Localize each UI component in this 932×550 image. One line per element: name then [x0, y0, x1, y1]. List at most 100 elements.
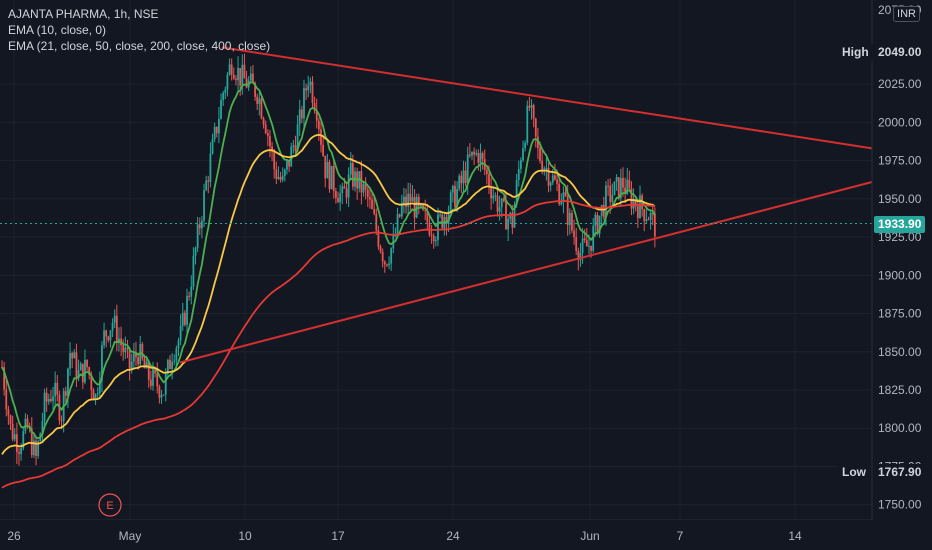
time-tick-label: 17 — [331, 529, 345, 543]
candle-body — [617, 177, 620, 199]
trendline-support — [179, 181, 873, 364]
candle-body — [124, 347, 127, 353]
candle-body — [647, 219, 650, 221]
candle-body — [649, 213, 652, 220]
candle-body — [634, 199, 637, 207]
candle-body — [409, 193, 412, 202]
candle-body — [252, 73, 254, 83]
candle-body — [464, 170, 467, 184]
candle-body — [532, 105, 535, 119]
candle-body — [430, 234, 433, 236]
candle-body — [522, 148, 524, 161]
candle-body — [513, 204, 516, 228]
candle-body — [500, 198, 503, 208]
candle-body — [328, 161, 331, 190]
candle-body — [424, 209, 427, 211]
candle-body — [186, 295, 188, 325]
candle-body — [462, 170, 465, 184]
currency-selector[interactable]: INR — [893, 6, 920, 22]
candle-body — [456, 188, 458, 207]
candle-body — [315, 110, 318, 121]
candle-body — [564, 192, 567, 197]
earnings-label: E — [106, 500, 113, 512]
candle-body — [177, 340, 180, 349]
candle-body — [81, 363, 84, 383]
price-tick-label: 1900.00 — [878, 268, 922, 282]
earnings-marker[interactable]: E — [98, 493, 122, 517]
candle-body — [515, 180, 518, 205]
candle-body — [254, 82, 256, 97]
candle-body — [403, 196, 405, 203]
candle-body — [437, 214, 439, 240]
candle-body — [447, 210, 450, 224]
candle-body — [145, 362, 148, 369]
candle-body — [67, 368, 69, 396]
candle-body — [309, 81, 312, 86]
candle-body — [86, 359, 88, 368]
candle-body — [77, 370, 80, 379]
candle-body — [653, 213, 656, 237]
candle-body — [156, 373, 159, 387]
candle-body — [241, 64, 244, 86]
candle-body — [277, 176, 280, 179]
candle-body — [183, 312, 186, 325]
candle-body — [111, 322, 114, 331]
candle-body — [50, 399, 52, 402]
candle-body — [15, 434, 18, 453]
candle-body — [530, 105, 533, 108]
candle-body — [498, 207, 501, 212]
candle-body — [256, 96, 259, 104]
time-tick-label: 10 — [238, 529, 252, 543]
candle-body — [602, 204, 605, 218]
symbol-title[interactable]: AJANTA PHARMA, 1h, NSE — [8, 7, 159, 21]
candle-body — [122, 345, 125, 353]
candle-body — [9, 415, 12, 424]
candle-body — [179, 325, 182, 341]
ema-fast-indicator[interactable]: EMA (10, close, 0) — [8, 23, 107, 37]
ema-multi-indicator[interactable]: EMA (21, close, 50, close, 200, close, 4… — [8, 39, 271, 53]
high-label: High — [838, 44, 873, 61]
candle-body — [413, 196, 416, 218]
candle-body — [562, 192, 565, 202]
candle-body — [388, 263, 390, 266]
candle-body — [375, 213, 378, 231]
candle-body — [307, 85, 310, 91]
candle-body — [98, 380, 101, 394]
candle-body — [594, 214, 597, 226]
candle-body — [166, 359, 169, 374]
candle-body — [47, 399, 50, 402]
candle-body — [94, 394, 97, 401]
candle-body — [215, 126, 218, 134]
candle-body — [339, 193, 342, 203]
candle-body — [235, 78, 237, 81]
price-tick-label: 1975.00 — [878, 154, 922, 168]
candle-body — [154, 369, 157, 374]
candle-body — [379, 246, 382, 252]
candle-body — [18, 452, 20, 454]
candle-body — [534, 118, 537, 137]
candle-body — [294, 145, 297, 151]
candle-body — [75, 352, 78, 379]
candle-body — [507, 218, 510, 230]
candle-body — [13, 434, 16, 440]
candle-body — [615, 177, 618, 182]
candle-body — [245, 78, 248, 88]
candle-body — [524, 143, 527, 149]
candle-body — [573, 230, 575, 238]
candle-body — [230, 64, 233, 75]
candle-body — [477, 152, 480, 163]
high-value: 2049.00 — [874, 44, 926, 61]
candle-body — [30, 428, 33, 456]
candle-body — [222, 92, 225, 101]
candle-body — [386, 264, 388, 266]
candle-body — [568, 212, 571, 226]
candle-body — [228, 64, 231, 75]
last-price-tag: 1933.90 — [874, 216, 926, 233]
candle-body — [317, 120, 320, 130]
candle-body — [275, 169, 278, 179]
candle-body — [369, 197, 371, 200]
candle-body — [383, 261, 386, 265]
candle-body — [286, 161, 288, 170]
candle-body — [54, 382, 57, 397]
